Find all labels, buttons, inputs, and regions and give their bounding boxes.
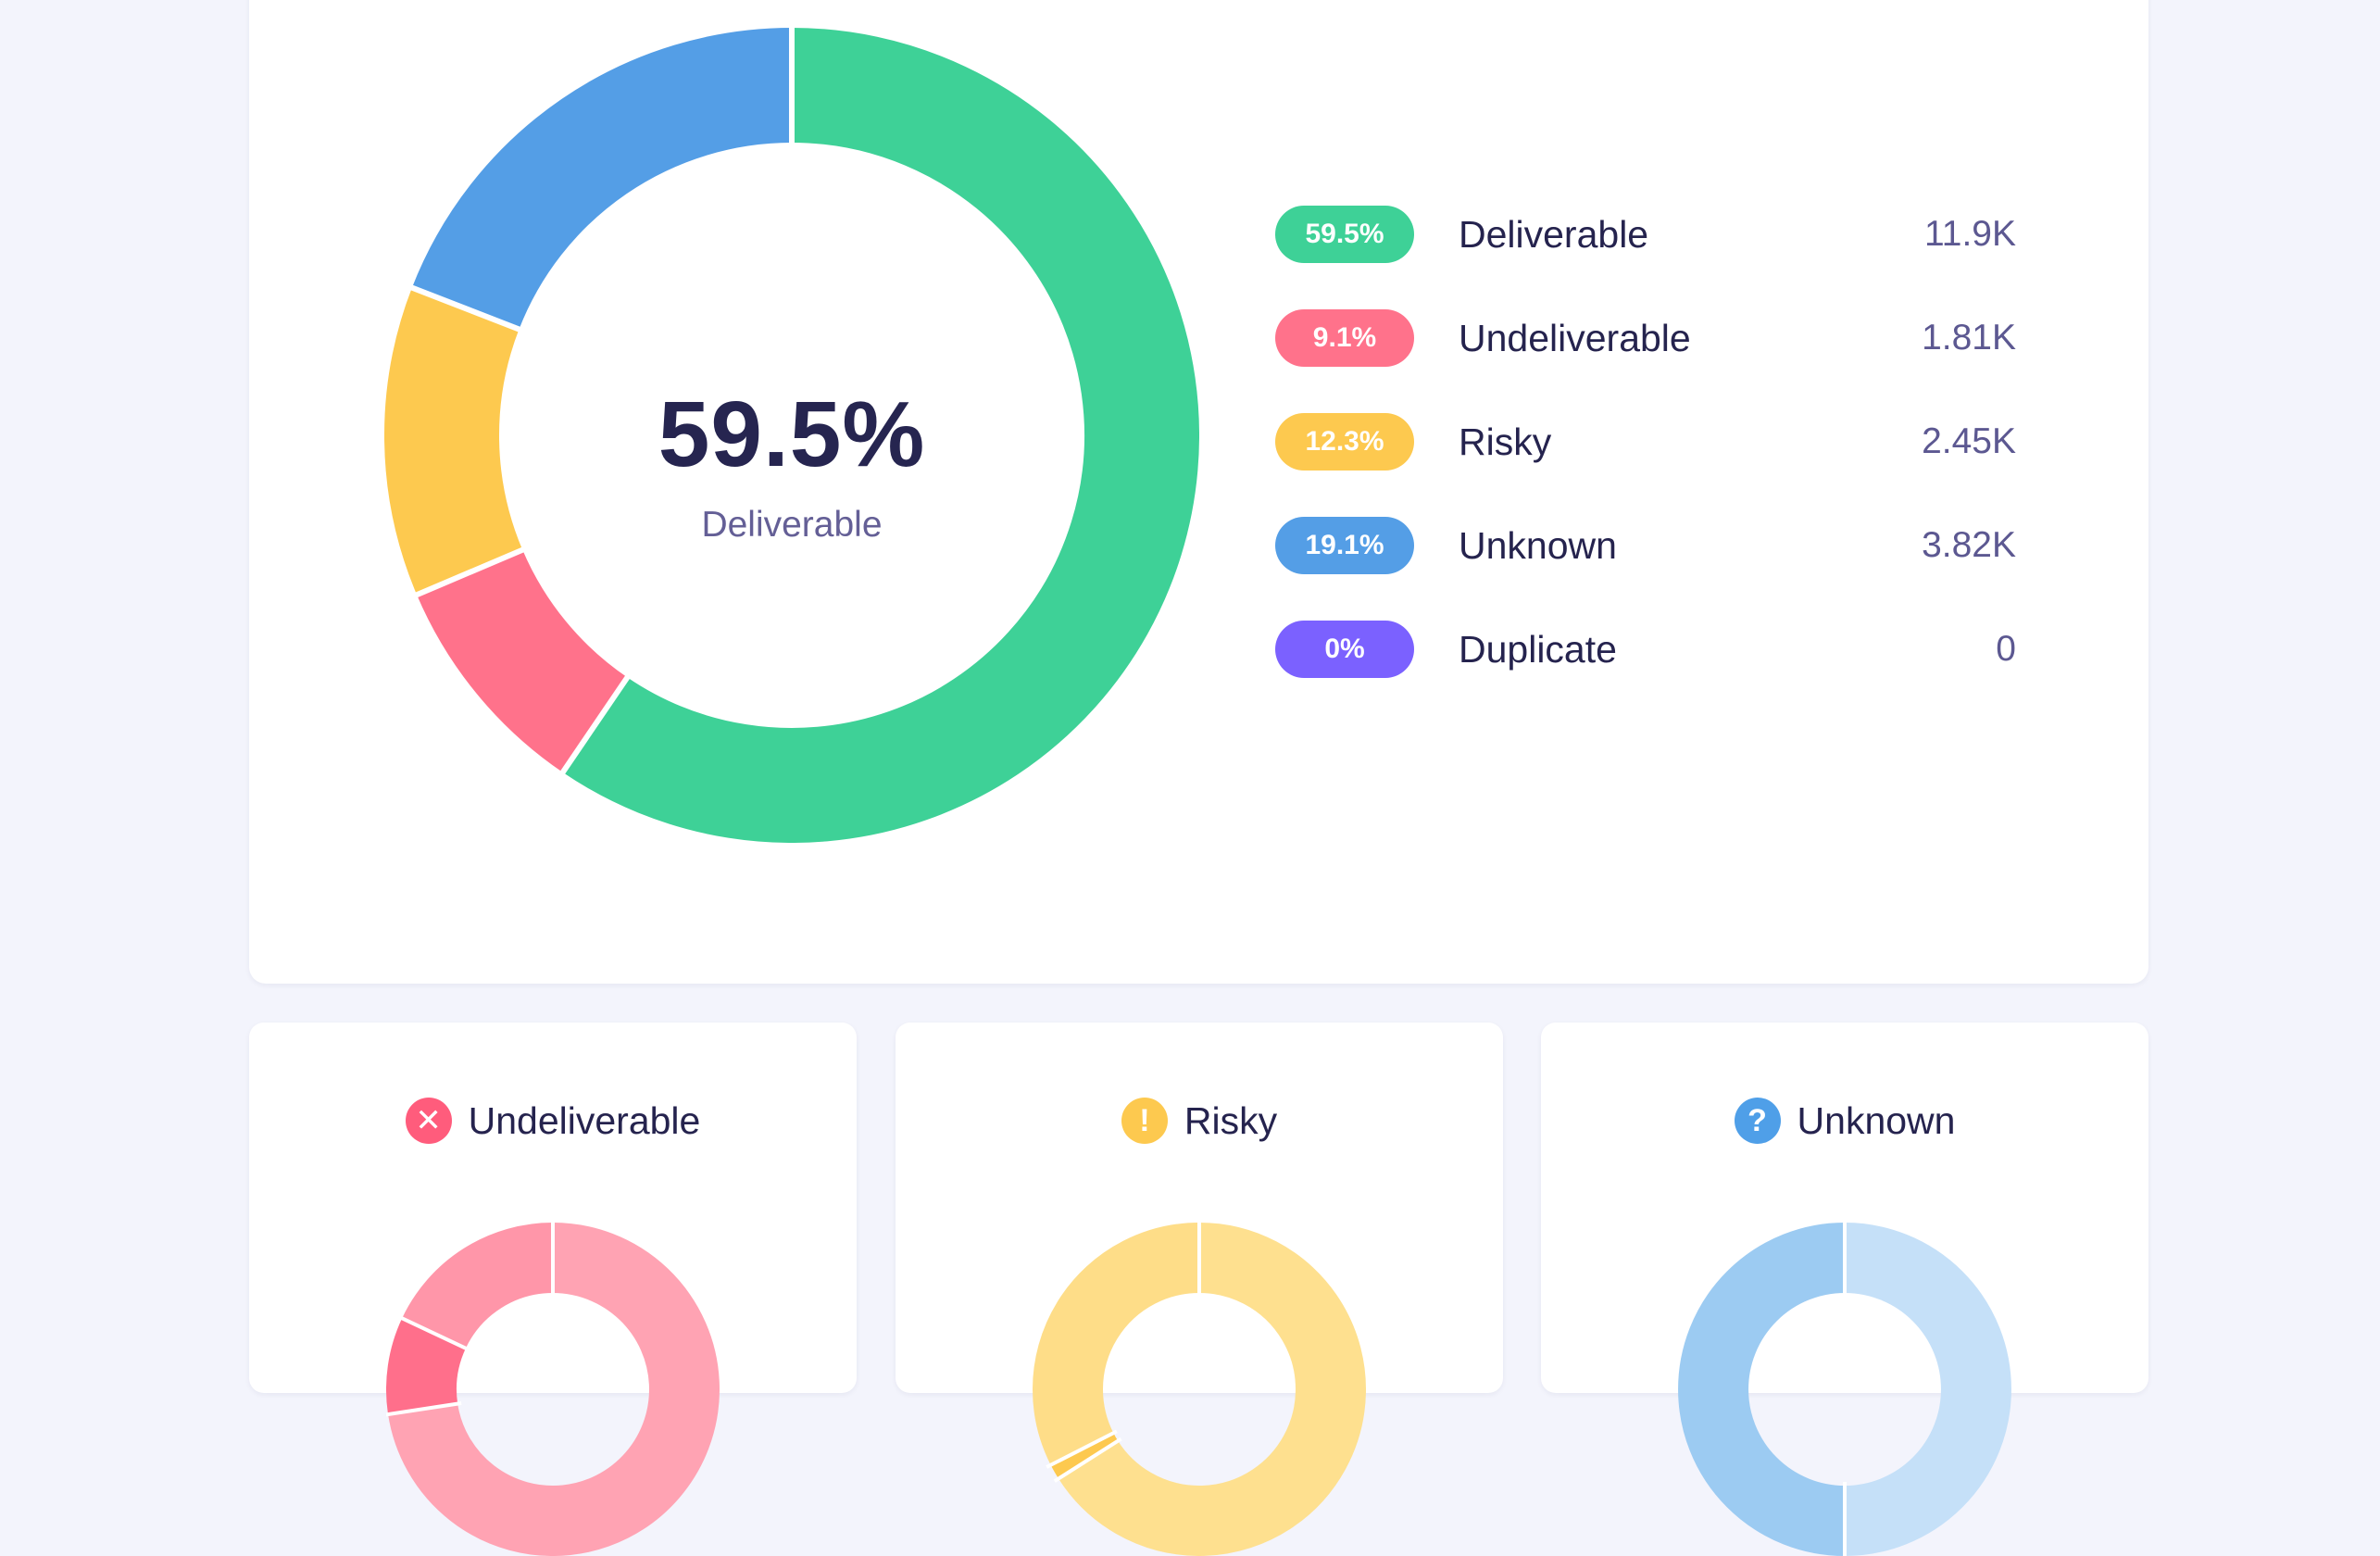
center-label: Deliverable xyxy=(701,505,883,545)
close-icon: ✕ xyxy=(405,1098,452,1144)
legend-label: Unknown xyxy=(1459,524,1617,567)
unknown-segment-1[interactable] xyxy=(1678,1223,1846,1556)
undeliverable-donut-chart xyxy=(386,1223,720,1556)
legend-row-deliverable[interactable]: 59.5% Deliverable 11.9K xyxy=(1275,206,2016,309)
legend-row-duplicate[interactable]: 0% Duplicate 0 xyxy=(1275,621,2016,724)
percent-pill: 9.1% xyxy=(1275,309,1414,367)
legend-count: 1.81K xyxy=(1922,318,2016,358)
legend-row-undeliverable[interactable]: 9.1% Undeliverable 1.81K xyxy=(1275,309,2016,413)
summary-separator xyxy=(557,671,633,778)
unknown-segment-0[interactable] xyxy=(1844,1223,2011,1556)
card-title-text: Unknown xyxy=(1797,1098,1956,1142)
card-title: ! Risky xyxy=(896,1098,1503,1144)
risky-segment-1[interactable] xyxy=(1050,1432,1119,1479)
legend-count: 0 xyxy=(1996,629,2016,669)
summary-segment-0[interactable] xyxy=(562,28,1199,843)
percent-pill: 0% xyxy=(1275,621,1414,678)
card-title-text: Undeliverable xyxy=(468,1098,701,1142)
percent-pill: 19.1% xyxy=(1275,517,1414,574)
risky-donut-chart xyxy=(1033,1223,1366,1556)
summary-separator xyxy=(411,545,529,599)
card-title: ✕ Undeliverable xyxy=(249,1098,857,1144)
risky-card: ! Risky xyxy=(896,1023,1503,1556)
legend-label: Deliverable xyxy=(1459,213,1649,256)
unknown-donut-chart xyxy=(1678,1223,2011,1556)
warning-icon: ! xyxy=(1121,1098,1168,1144)
legend-count: 2.45K xyxy=(1922,421,2016,461)
legend-count: 3.82K xyxy=(1922,525,2016,565)
percent-pill: 59.5% xyxy=(1275,206,1414,263)
card-title-text: Risky xyxy=(1184,1098,1278,1142)
question-icon: ? xyxy=(1734,1098,1781,1144)
legend-label: Risky xyxy=(1459,420,1552,463)
summary-donut-svg xyxy=(384,23,1199,843)
legend-count: 11.9K xyxy=(1923,214,2016,254)
card-title: ? Unknown xyxy=(1541,1098,2148,1144)
undeliverable-segment-2[interactable] xyxy=(402,1223,555,1349)
summary-card: 59.5% Deliverable 59.5% Deliverable 11.9… xyxy=(249,0,2148,984)
summary-separator xyxy=(407,282,526,334)
legend-row-unknown[interactable]: 19.1% Unknown 3.82K xyxy=(1275,517,2016,621)
risky-segment-2[interactable] xyxy=(1033,1223,1201,1465)
undeliverable-segment-1[interactable] xyxy=(386,1318,467,1415)
legend-row-risky[interactable]: 12.3% Risky 2.45K xyxy=(1275,413,2016,517)
center-percentage: 59.5% xyxy=(658,383,926,486)
summary-segment-2[interactable] xyxy=(384,287,523,596)
percent-pill: 12.3% xyxy=(1275,413,1414,471)
undeliverable-card: ✕ Undeliverable xyxy=(249,1023,857,1556)
unknown-card: ? Unknown xyxy=(1541,1023,2148,1556)
legend-label: Duplicate xyxy=(1459,628,1617,671)
summary-donut-chart: 59.5% Deliverable xyxy=(384,23,1199,843)
legend-label: Undeliverable xyxy=(1459,317,1691,359)
summary-segment-1[interactable] xyxy=(417,548,629,772)
summary-segment-3[interactable] xyxy=(411,28,793,331)
legend: 59.5% Deliverable 11.9K 9.1% Undeliverab… xyxy=(1275,206,2016,724)
